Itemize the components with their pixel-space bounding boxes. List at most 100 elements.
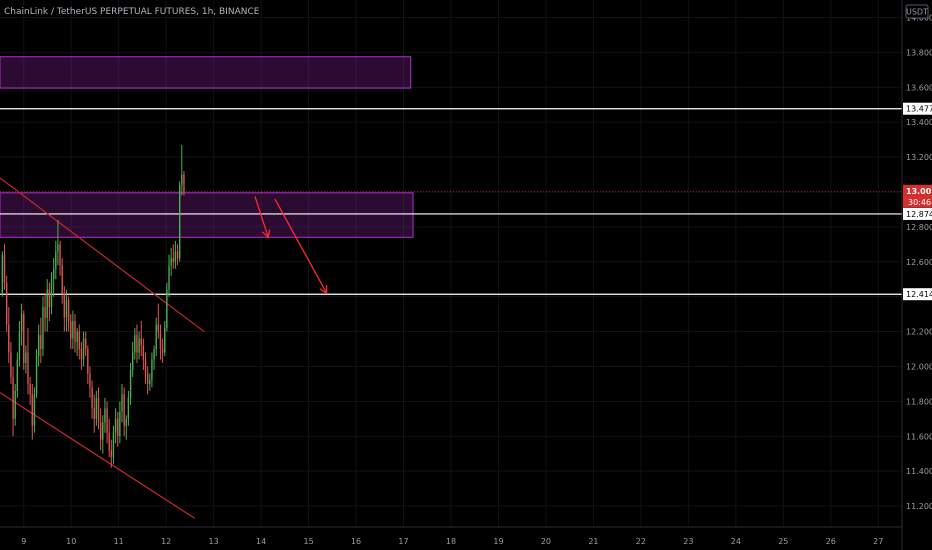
x-tick-label: 26 — [826, 537, 836, 546]
candle-body — [12, 376, 14, 419]
candle-body — [129, 369, 132, 398]
candle-body — [99, 422, 102, 440]
price-tag — [903, 207, 932, 220]
x-tick-label: 20 — [541, 537, 551, 546]
candle-body — [67, 300, 70, 322]
x-tick-label: 21 — [588, 537, 598, 546]
candle-body — [138, 338, 140, 353]
candle-body — [74, 321, 76, 343]
candlesticks — [1, 144, 185, 468]
currency-label: USDT — [906, 8, 928, 17]
candle-body — [146, 373, 149, 384]
candle-body — [57, 244, 59, 252]
x-tick-label: 27 — [873, 537, 883, 546]
x-tick-label: 23 — [683, 537, 693, 546]
candle-body — [16, 359, 19, 391]
candle-body — [42, 307, 44, 350]
grid — [0, 0, 902, 527]
price-tag-label: 13.477 — [906, 105, 932, 114]
x-tick-label: 13 — [209, 537, 219, 546]
zone-rect — [0, 192, 414, 238]
candle-body — [40, 335, 42, 350]
candle-body — [80, 349, 83, 360]
candle-body — [55, 251, 57, 269]
candle-body — [89, 373, 91, 388]
candle-body — [20, 314, 23, 332]
candle-body — [172, 258, 174, 262]
candle-body — [161, 349, 164, 353]
x-tick-label: 17 — [398, 537, 408, 546]
arrow-shaft — [274, 198, 328, 294]
candle-body — [110, 450, 113, 458]
candle-body — [136, 335, 138, 353]
candle-body — [95, 397, 98, 419]
candle-body — [134, 335, 136, 353]
y-tick-label: 12.800 — [906, 223, 932, 232]
candle-body — [181, 174, 183, 185]
supply-demand-zones — [0, 56, 414, 238]
y-tick-label: 13.800 — [906, 48, 932, 57]
candle-body — [176, 251, 179, 259]
candle-body — [170, 258, 172, 266]
candle-body — [174, 251, 177, 262]
y-tick-label: 11.200 — [906, 502, 932, 511]
candle-body — [76, 331, 78, 343]
y-tick-label: 11.600 — [906, 432, 932, 441]
candle-body — [121, 394, 123, 412]
candle-body — [10, 352, 12, 377]
candle-body — [3, 254, 6, 283]
arrow-head — [261, 229, 271, 239]
candle-body — [18, 331, 21, 360]
projection-arrows — [254, 196, 328, 295]
arrow-head — [319, 285, 328, 295]
candle-body — [78, 331, 80, 350]
candle-body — [46, 289, 48, 318]
candle-body — [61, 265, 63, 294]
candle-body — [153, 349, 155, 360]
y-tick-label: 13.200 — [906, 153, 932, 162]
candle-body — [48, 289, 51, 308]
candle-body — [119, 411, 121, 437]
candle-body — [14, 390, 16, 419]
candle-body — [178, 184, 181, 259]
y-tick-label: 12.000 — [906, 362, 932, 371]
candle-body — [151, 359, 153, 381]
x-tick-label: 15 — [303, 537, 313, 546]
candle-body — [31, 394, 33, 426]
candle-body — [27, 352, 29, 384]
x-tick-label: 24 — [731, 537, 741, 546]
y-tick-label: 11.400 — [906, 467, 932, 476]
candle-body — [117, 418, 119, 437]
candle-body — [70, 321, 72, 339]
candle-body — [5, 282, 8, 325]
candle-body — [65, 300, 68, 318]
candle-body — [159, 331, 162, 350]
candle-body — [37, 335, 40, 356]
price-tag — [903, 288, 932, 301]
candle-body — [29, 383, 31, 395]
candle-body — [82, 338, 85, 360]
y-tick-label: 13.400 — [906, 118, 932, 127]
zone-rect — [0, 56, 412, 89]
price-tag — [903, 102, 932, 115]
y-tick-label: 11.800 — [906, 397, 932, 406]
candle-body — [35, 355, 38, 395]
candle-body — [125, 418, 127, 426]
y-tick-label: 12.600 — [906, 258, 932, 267]
currency-badge — [905, 4, 929, 19]
candle-body — [112, 432, 115, 458]
x-tick-label: 25 — [778, 537, 788, 546]
candle-body — [108, 432, 110, 451]
x-tick-label: 22 — [636, 537, 646, 546]
candle-body — [33, 394, 36, 426]
x-tick-label: 11 — [114, 537, 124, 546]
candle-body — [1, 254, 4, 294]
candle-body — [144, 359, 147, 374]
candle-body — [93, 408, 95, 419]
countdown-label: 30:46 — [908, 198, 931, 207]
candle-body — [63, 293, 66, 318]
candle-body — [183, 174, 185, 192]
candle-body — [97, 397, 100, 423]
